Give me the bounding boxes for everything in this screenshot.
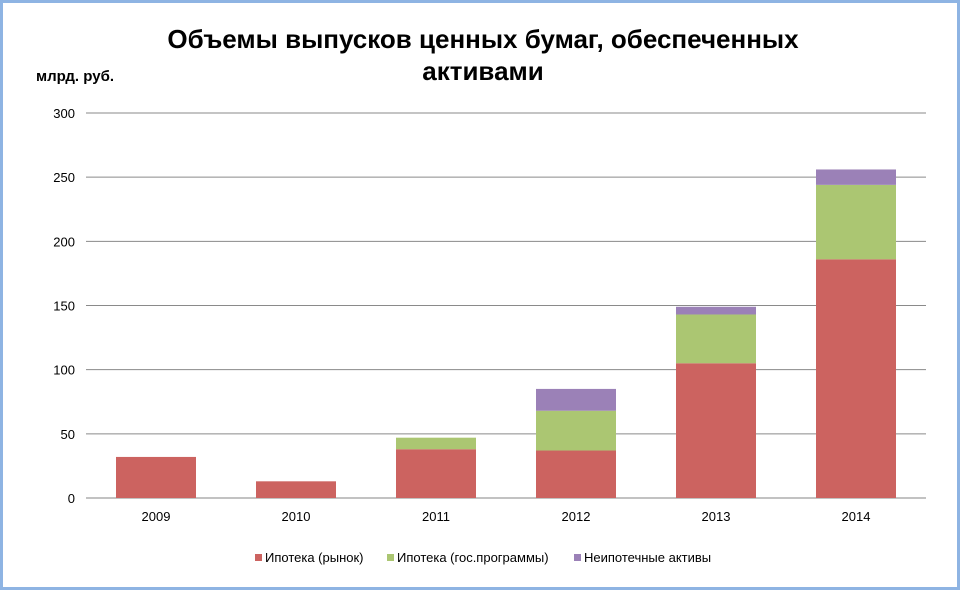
legend-label: Ипотека (рынок) [265,550,364,565]
bar-segment [816,259,896,498]
bar-segment [676,314,756,364]
x-tick-label: 2013 [702,509,731,524]
legend-swatch [574,554,581,561]
y-tick-label: 0 [68,491,75,506]
bar-segment [676,363,756,498]
bar-segment [816,169,896,185]
y-tick-label: 300 [53,106,75,121]
x-tick-label: 2010 [282,509,311,524]
bar-segment [116,456,196,498]
bar-segment [396,449,476,498]
chart-title: Объемы выпусков ценных бумаг, обеспеченн… [167,24,799,86]
y-axis-label: млрд. руб. [36,68,115,85]
legend-swatch [387,554,394,561]
x-tick-label: 2009 [142,509,171,524]
y-tick-label: 250 [53,170,75,185]
legend-label: Неипотечные активы [584,550,711,565]
x-tick-label: 2012 [562,509,591,524]
y-tick-label: 150 [53,299,75,314]
legend-label: Ипотека (гос.программы) [397,550,549,565]
bar-segment [536,450,616,498]
x-tick-label: 2011 [422,509,450,524]
bar-segment [256,481,336,498]
y-tick-label: 200 [53,234,75,249]
bar-segment [676,306,756,315]
y-tick-label: 100 [53,363,75,378]
y-tick-label: 50 [61,427,75,442]
bar-segment [816,184,896,260]
bar-segment [536,410,616,451]
bar-segment [396,437,476,450]
bar-segment [536,388,616,411]
x-tick-label: 2014 [842,509,871,524]
legend-swatch [255,554,262,561]
